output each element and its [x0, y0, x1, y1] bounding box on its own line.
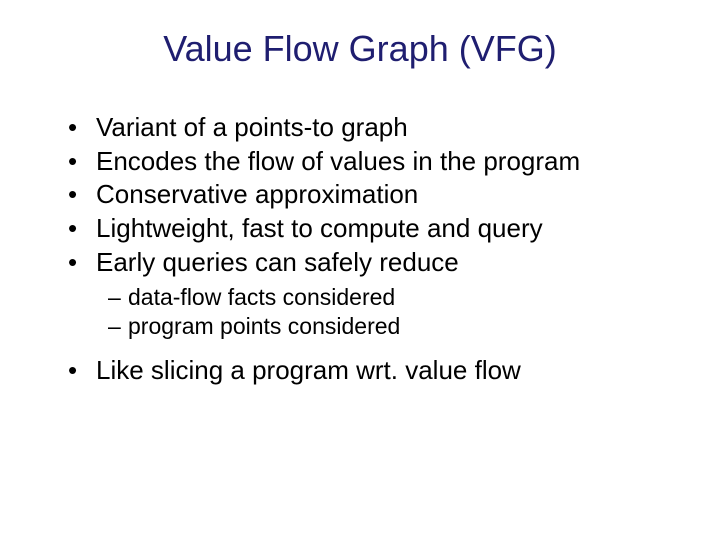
sub-bullet-item: program points considered — [108, 312, 680, 341]
bullet-item: Variant of a points-to graph — [68, 112, 680, 144]
bullet-item: Lightweight, fast to compute and query — [68, 213, 680, 245]
final-bullet-list: Like slicing a program wrt. value flow — [40, 355, 680, 387]
sub-bullet-list: data-flow facts considered program point… — [40, 283, 680, 342]
bullet-item: Encodes the flow of values in the progra… — [68, 146, 680, 178]
bullet-item: Like slicing a program wrt. value flow — [68, 355, 680, 387]
slide-title: Value Flow Graph (VFG) — [40, 28, 680, 70]
sub-bullet-item: data-flow facts considered — [108, 283, 680, 312]
bullet-item: Early queries can safely reduce — [68, 247, 680, 279]
bullet-item: Conservative approximation — [68, 179, 680, 211]
main-bullet-list: Variant of a points-to graph Encodes the… — [40, 112, 680, 279]
